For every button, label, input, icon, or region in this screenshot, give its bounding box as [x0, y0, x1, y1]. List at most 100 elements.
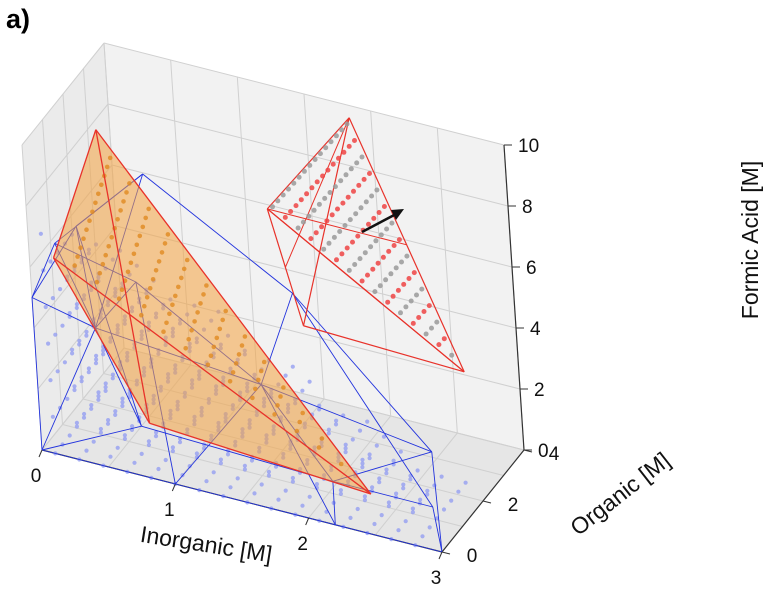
blue-point: [94, 357, 99, 362]
inset-red-point: [352, 138, 357, 143]
inset-red-point: [361, 176, 367, 182]
orange-point: [205, 362, 211, 368]
inset-red-point: [344, 245, 350, 251]
orange-point: [281, 385, 286, 390]
orange-point: [233, 361, 239, 366]
blue-point: [266, 469, 271, 474]
blue-point: [410, 506, 415, 511]
blue-point: [101, 352, 106, 357]
blue-point: [70, 347, 75, 352]
inset-red-point: [365, 272, 370, 278]
inset-gray-point: [393, 265, 399, 271]
orange-point: [208, 353, 214, 359]
inset-region: [266, 117, 465, 373]
blue-point: [401, 486, 406, 491]
blue-point: [120, 400, 125, 405]
inset-gray-point: [333, 133, 339, 139]
blue-point: [58, 287, 63, 292]
blue-point: [377, 480, 382, 485]
orange-point: [272, 412, 277, 417]
y-tick-label: 0: [467, 546, 478, 567]
blue-point: [48, 378, 53, 383]
orange-region: [52, 129, 372, 495]
blue-point: [106, 418, 111, 423]
orange-point: [144, 295, 150, 300]
blue-point: [50, 414, 56, 419]
blue-hull-edge: [175, 483, 336, 526]
blue-point: [108, 454, 113, 459]
inset-gray-point: [270, 204, 275, 210]
blue-point: [343, 450, 348, 455]
blue-point: [177, 440, 183, 445]
inset-hull-edge: [303, 325, 465, 373]
blue-hull-edge: [31, 297, 96, 329]
inset-gray-point: [449, 352, 455, 358]
blue-hull-edge: [335, 524, 443, 553]
blue-point: [115, 445, 120, 450]
blue-hull-edge: [31, 297, 43, 451]
inset-gray-point: [322, 195, 328, 201]
blue-point: [74, 302, 79, 307]
orange-point: [137, 233, 143, 239]
orange-point: [107, 155, 113, 161]
inset-gray-point: [403, 304, 409, 310]
inset-red-point: [282, 214, 288, 220]
inset-gray-point: [327, 190, 333, 195]
blue-point: [441, 507, 447, 512]
blue-point: [153, 434, 159, 439]
inset-red-point: [320, 173, 326, 179]
blue-hull-edge: [292, 292, 433, 453]
grid-line: [107, 103, 509, 207]
orange-point: [121, 199, 126, 204]
inset-gray-point: [362, 250, 368, 256]
inset-red-point: [381, 204, 387, 209]
inset-gray-point: [398, 310, 403, 316]
blue-point: [432, 483, 437, 488]
inset-gray-point: [354, 160, 360, 166]
orange-point: [116, 296, 122, 302]
blue-hull-edge: [41, 449, 176, 485]
orange-point: [204, 283, 209, 288]
blue-point: [266, 473, 271, 478]
x-tick-label: 1: [164, 500, 175, 521]
orange-point: [75, 254, 80, 259]
y-tick-label: 2: [508, 495, 519, 516]
inset-red-point: [335, 206, 340, 212]
blue-point: [362, 498, 367, 503]
blue-point: [74, 424, 79, 429]
y-tick: [441, 551, 451, 555]
blue-point: [67, 311, 72, 316]
orange-point: [250, 395, 255, 401]
blue-point: [55, 369, 60, 374]
inset-red-point: [406, 276, 412, 281]
orange-point: [97, 270, 103, 276]
inset-red-point: [293, 203, 299, 209]
inset-gray-point: [368, 244, 374, 250]
inset-gray-point: [323, 145, 329, 151]
inset-gray-point: [384, 226, 390, 232]
blue-point: [367, 456, 372, 461]
orange-point: [198, 301, 203, 306]
orange-point: [223, 308, 228, 314]
blue-point: [74, 305, 79, 310]
inset-gray-point: [404, 253, 410, 259]
blue-point: [463, 480, 468, 485]
inset-red-point: [359, 278, 365, 284]
orange-point: [242, 334, 248, 339]
blue-point: [43, 304, 48, 310]
blue-point: [120, 403, 125, 409]
orange-point: [165, 232, 171, 237]
orange-point: [338, 461, 344, 467]
inset-gray-point: [339, 127, 345, 133]
blue-point: [283, 488, 288, 493]
blue-point: [343, 442, 348, 447]
orange-point: [186, 337, 191, 342]
inset-gray-point: [286, 186, 291, 192]
orange-point: [78, 245, 83, 250]
red-hull-edge: [53, 257, 372, 495]
inset-gray-point: [353, 211, 359, 217]
z-tick-label: 4: [530, 319, 541, 340]
blue-point: [290, 475, 295, 481]
blue-point: [62, 360, 67, 365]
